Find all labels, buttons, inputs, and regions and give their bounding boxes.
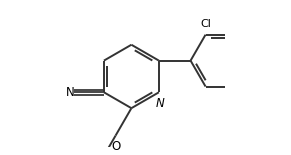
Text: Cl: Cl — [200, 19, 211, 29]
Text: O: O — [111, 140, 120, 153]
Text: N: N — [156, 97, 165, 110]
Text: N: N — [65, 86, 74, 99]
